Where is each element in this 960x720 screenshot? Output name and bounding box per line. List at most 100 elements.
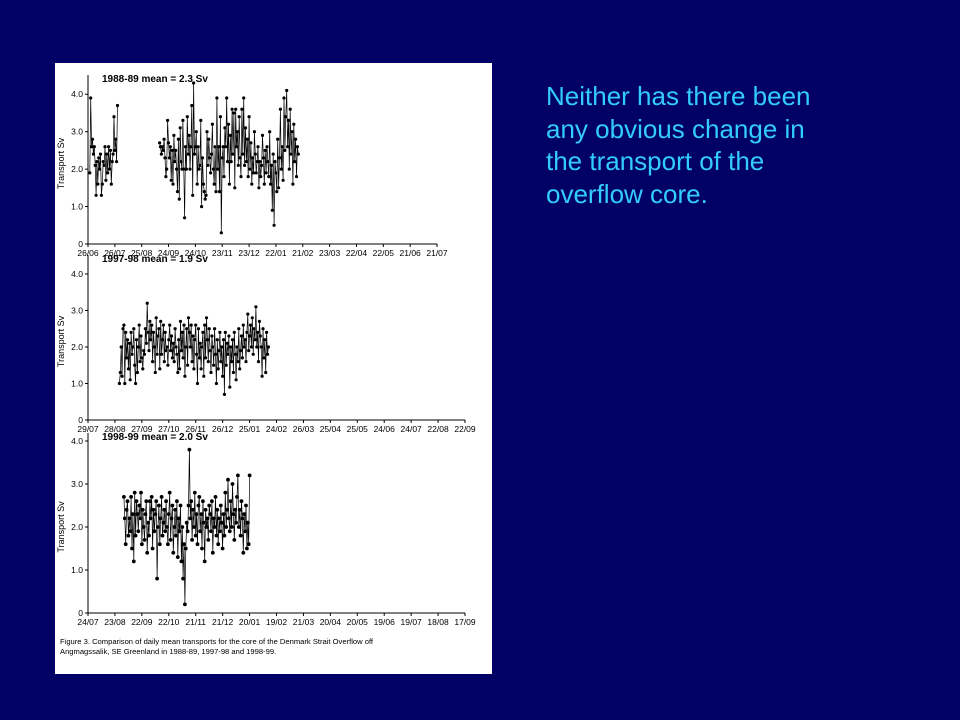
data-point: [209, 152, 214, 156]
data-point: [122, 323, 126, 327]
data-point: [157, 503, 161, 508]
data-point: [278, 107, 282, 111]
data-point: [198, 341, 202, 345]
data-point: [285, 88, 289, 93]
data-point: [144, 499, 149, 504]
data-point: [264, 171, 268, 175]
y-tick-label: 4.0: [71, 89, 83, 99]
data-point: [212, 182, 216, 186]
data-point: [136, 529, 141, 534]
series-line-segment-2: [159, 82, 299, 233]
x-tick-label: 24/10: [185, 248, 207, 258]
data-point: [265, 330, 269, 334]
data-point: [220, 546, 225, 551]
data-point: [111, 152, 115, 156]
data-point: [281, 178, 285, 182]
data-point: [243, 529, 248, 534]
data-point: [131, 345, 135, 349]
data-point: [162, 360, 166, 364]
data-point: [159, 495, 164, 499]
data-point: [192, 525, 196, 529]
body-line-4: overflow core.: [546, 178, 708, 209]
data-point: [266, 160, 270, 164]
data-point: [91, 152, 95, 156]
x-tick-label: 26/07: [104, 248, 126, 258]
data-point: [173, 507, 177, 512]
data-point: [209, 171, 213, 175]
data-point: [147, 349, 151, 353]
x-tick-label: 20/01: [239, 617, 261, 627]
data-point: [172, 133, 176, 137]
data-point: [198, 163, 202, 167]
data-point: [95, 160, 99, 164]
data-point: [257, 186, 261, 190]
data-point: [183, 602, 187, 607]
data-point: [269, 182, 273, 186]
data-point: [239, 499, 244, 504]
data-point: [236, 525, 241, 529]
data-point: [209, 370, 213, 375]
x-tick-label: 23/03: [319, 248, 341, 258]
data-point: [151, 360, 155, 364]
data-point: [231, 512, 236, 516]
data-point: [217, 349, 221, 353]
data-point: [89, 96, 93, 100]
data-point: [191, 334, 195, 338]
data-point: [167, 490, 172, 495]
x-tick-label: 23/11: [212, 248, 233, 258]
x-tick-label: 17/09: [454, 617, 476, 627]
data-point: [202, 190, 206, 194]
data-point: [183, 546, 188, 551]
data-point: [174, 345, 178, 349]
data-point: [221, 512, 226, 516]
y-axis-label: Transport Sv: [56, 315, 66, 367]
x-tick-label: 26/12: [212, 424, 234, 434]
body-line-3: the transport of the: [546, 146, 765, 176]
data-point: [173, 160, 177, 164]
data-point: [222, 392, 226, 396]
data-point: [126, 367, 130, 371]
data-point: [276, 137, 280, 141]
x-tick-label: 18/08: [427, 617, 449, 627]
data-point: [90, 137, 95, 141]
data-point: [220, 156, 224, 160]
data-point: [164, 499, 168, 504]
data-point: [132, 327, 136, 331]
data-point: [195, 542, 200, 547]
x-tick-label: 21/02: [292, 248, 314, 258]
data-point: [264, 370, 268, 375]
data-point: [88, 171, 92, 175]
data-point: [236, 360, 240, 364]
data-point: [282, 96, 286, 100]
x-tick-label: 28/08: [104, 424, 126, 434]
data-point: [224, 525, 229, 529]
data-point: [238, 533, 243, 538]
data-point: [289, 152, 293, 156]
data-point: [294, 137, 298, 141]
data-point: [186, 363, 190, 367]
data-point: [100, 182, 104, 186]
data-point: [271, 152, 275, 156]
data-point: [207, 327, 211, 331]
y-tick-label: 3.0: [71, 127, 83, 137]
data-point: [166, 363, 170, 367]
data-point: [240, 356, 244, 360]
data-point: [118, 370, 122, 375]
data-point: [119, 345, 123, 349]
x-tick-label: 26/03: [293, 424, 315, 434]
data-point: [183, 374, 187, 378]
data-point: [245, 546, 249, 551]
data-point: [244, 360, 248, 364]
data-point: [221, 145, 225, 149]
data-point: [270, 208, 274, 212]
data-point: [190, 103, 194, 108]
y-tick-label: 4.0: [71, 269, 83, 279]
data-point: [232, 330, 236, 334]
data-point: [236, 163, 240, 167]
data-point: [158, 141, 162, 145]
data-point: [132, 490, 137, 495]
data-point: [187, 447, 192, 452]
data-point: [162, 137, 166, 141]
data-point: [164, 175, 168, 179]
chart-title: 1988-89 mean = 2.3 Sv: [102, 74, 208, 85]
